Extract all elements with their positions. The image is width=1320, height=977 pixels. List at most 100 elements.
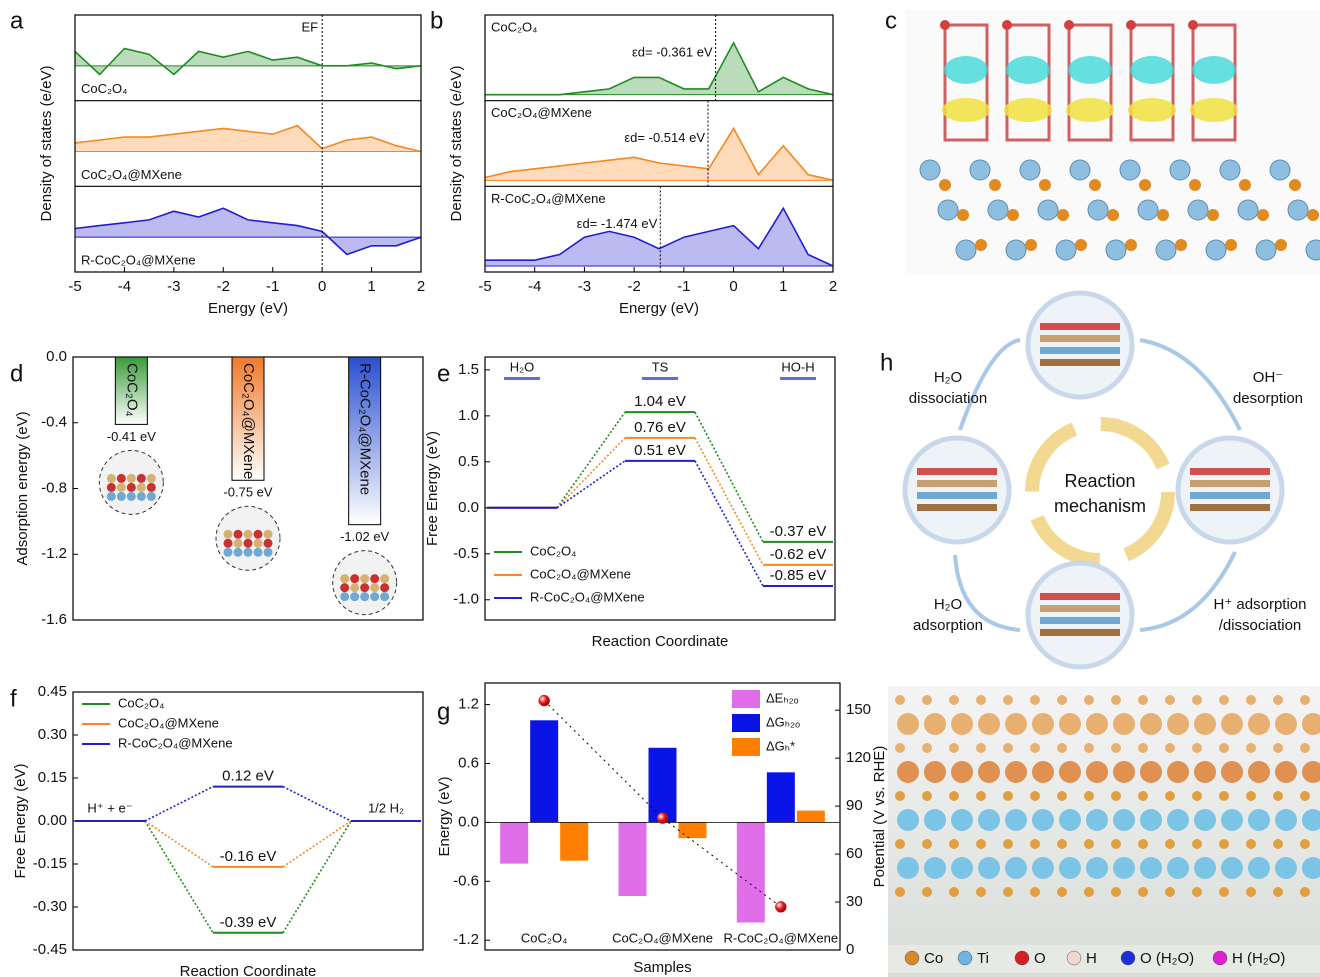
atom xyxy=(897,761,919,783)
atom xyxy=(127,492,136,501)
co-atom xyxy=(989,179,1001,191)
layer xyxy=(1040,323,1120,330)
co-atom xyxy=(1275,239,1287,251)
ti-atom xyxy=(1038,200,1058,220)
co-atom xyxy=(1239,179,1251,191)
atom xyxy=(234,530,243,539)
atom xyxy=(1084,695,1094,705)
layer xyxy=(1190,492,1270,499)
y-tick-label: -0.15 xyxy=(33,855,67,872)
atom xyxy=(254,539,263,548)
atom xyxy=(264,539,273,548)
layer xyxy=(1040,617,1120,624)
atom xyxy=(924,857,946,879)
ti-atom xyxy=(1020,160,1040,180)
atom xyxy=(107,474,116,483)
co-atom xyxy=(1307,209,1319,221)
charge-density xyxy=(1068,56,1112,84)
y-tick-label: 30 xyxy=(846,893,863,910)
atom xyxy=(1140,809,1162,831)
atom-legend-swatch xyxy=(1015,951,1029,965)
atom xyxy=(1194,809,1216,831)
atom xyxy=(1248,761,1270,783)
potential-point xyxy=(775,901,786,912)
ti-atom xyxy=(1138,200,1158,220)
connector xyxy=(283,787,351,821)
atom xyxy=(1113,809,1135,831)
atom xyxy=(234,548,243,557)
atom xyxy=(107,492,116,501)
x-tick-label: R-CoC₂O₄@MXene xyxy=(724,930,839,945)
atom xyxy=(1111,887,1121,897)
co-atom xyxy=(1007,209,1019,221)
atom xyxy=(1138,791,1148,801)
atom xyxy=(244,530,253,539)
atom xyxy=(976,839,986,849)
atom xyxy=(1165,791,1175,801)
d-band-value: -1.474 eV xyxy=(601,216,658,231)
atom xyxy=(1246,695,1256,705)
atom xyxy=(254,548,263,557)
charge-density xyxy=(944,56,988,84)
atom xyxy=(1084,839,1094,849)
y-tick-label: 0.15 xyxy=(38,769,67,786)
atom xyxy=(1113,713,1135,735)
atom xyxy=(1219,887,1229,897)
atom xyxy=(976,887,986,897)
y-tick-label: -1.2 xyxy=(453,931,479,948)
atom xyxy=(1057,887,1067,897)
atom xyxy=(976,743,986,753)
atom xyxy=(951,809,973,831)
y-tick-label: 90 xyxy=(846,797,863,814)
atom xyxy=(1275,761,1297,783)
atom xyxy=(264,548,273,557)
atom xyxy=(117,474,126,483)
panel-letter: g xyxy=(437,698,450,725)
y2-axis-label: Potential (V vs. RHE) xyxy=(871,746,888,888)
layer xyxy=(1040,605,1120,612)
ti-atom xyxy=(1106,240,1126,260)
atom xyxy=(1059,761,1081,783)
atom xyxy=(1192,839,1202,849)
charge-density xyxy=(1066,98,1114,122)
layer xyxy=(1040,629,1120,636)
atom xyxy=(360,583,369,592)
legend-label: R-CoC₂O₄@MXene xyxy=(118,735,233,750)
atom xyxy=(978,809,1000,831)
atom xyxy=(254,530,263,539)
atom xyxy=(1003,791,1013,801)
charge-density xyxy=(1130,56,1174,84)
atom xyxy=(978,857,1000,879)
atom xyxy=(897,809,919,831)
atom xyxy=(895,743,905,753)
ti-atom xyxy=(970,160,990,180)
atom xyxy=(1194,761,1216,783)
x-axis-label: Samples xyxy=(633,959,691,976)
atom xyxy=(1273,791,1283,801)
atom xyxy=(951,713,973,735)
bar xyxy=(679,822,707,838)
atom-legend-label: H (H₂O) xyxy=(1232,950,1285,967)
ti-atom xyxy=(1220,160,1240,180)
connector xyxy=(695,412,763,542)
series-label: CoC₂O₄@MXene xyxy=(81,167,182,182)
o-atom xyxy=(1002,20,1012,30)
atom-legend-swatch xyxy=(1121,951,1135,965)
atom-legend-label: O xyxy=(1034,950,1046,967)
atom xyxy=(1086,857,1108,879)
state-marker xyxy=(504,377,540,380)
atom xyxy=(1111,839,1121,849)
atom xyxy=(117,483,126,492)
x-tick-label: -4 xyxy=(528,278,541,295)
atom xyxy=(147,474,156,483)
value-label: 1.04 eV xyxy=(634,393,686,410)
atom xyxy=(1165,839,1175,849)
step-model xyxy=(1028,293,1132,397)
y-tick-label: 1.2 xyxy=(458,696,479,713)
atom xyxy=(1275,713,1297,735)
atom xyxy=(244,548,253,557)
atom xyxy=(949,743,959,753)
step-label: H⁺ adsorption xyxy=(1214,596,1307,613)
atom xyxy=(244,539,253,548)
o-atom xyxy=(1126,20,1136,30)
